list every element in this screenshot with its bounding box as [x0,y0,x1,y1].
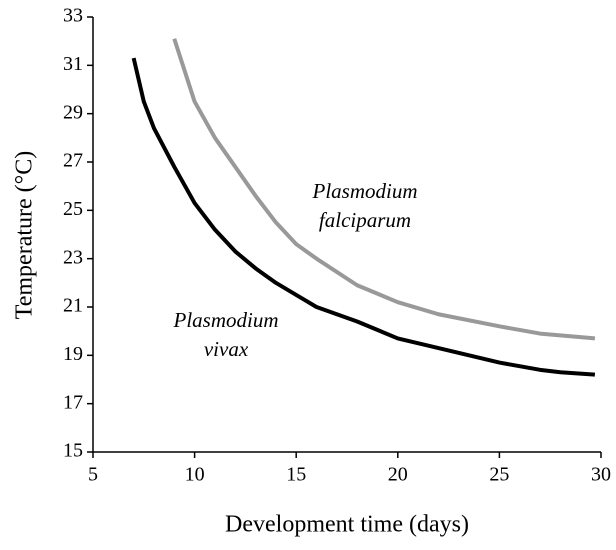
y-tick-label: 23 [63,246,83,268]
x-tick-label: 25 [489,464,509,486]
y-tick-label: 21 [63,295,83,317]
y-tick-label: 15 [63,440,83,462]
y-tick-label: 19 [63,343,83,365]
series-line [172,38,596,341]
y-axis-title: Temperature (°C) [12,151,38,320]
x-tick-label: 30 [591,464,611,486]
annotation: Plasmodium [173,308,279,332]
y-tick-label: 29 [63,101,83,123]
annotation: Plasmodium [312,179,418,203]
x-tick-label: 10 [185,464,205,486]
x-tick-label: 15 [286,464,306,486]
y-tick-label: 27 [63,150,83,172]
annotation: falciparum [319,208,411,232]
x-axis-title: Development time (days) [225,512,469,538]
y-tick-label: 33 [63,5,83,27]
y-tick-label: 31 [63,53,83,75]
annotation: vivax [204,337,249,361]
x-tick-label: 5 [88,464,98,486]
x-tick-label: 20 [388,464,408,486]
y-tick-label: 17 [63,391,83,413]
series-line [131,57,596,377]
y-tick-label: 25 [63,198,83,220]
